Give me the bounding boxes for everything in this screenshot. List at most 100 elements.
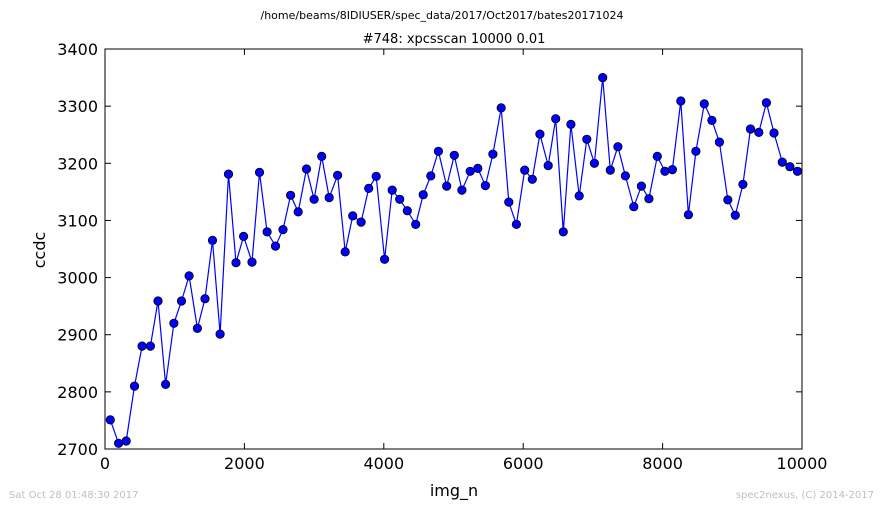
x-tick-label: 4000 — [363, 454, 404, 473]
data-point — [636, 181, 647, 191]
data-point — [465, 166, 475, 176]
timestamp-footer: Sat Oct 28 01:48:30 2017 — [9, 490, 139, 501]
plot-area-frame — [104, 48, 803, 450]
data-point — [613, 142, 623, 152]
data-point — [589, 158, 600, 168]
data-point — [520, 165, 530, 175]
data-point — [676, 96, 686, 106]
x-tick-label: 8000 — [642, 454, 683, 473]
data-point — [620, 171, 631, 181]
data-point — [527, 174, 537, 184]
data-point — [411, 219, 421, 229]
x-tick-label: 10000 — [777, 454, 828, 473]
data-point — [707, 115, 717, 126]
data-point — [426, 171, 436, 181]
credit-footer: spec2nexus, (C) 2014-2017 — [735, 490, 874, 501]
y-tick-label: 2900 — [57, 326, 98, 345]
x-tick-label: 0 — [100, 454, 110, 473]
data-point — [660, 166, 670, 176]
y-axis-label: ccdc — [30, 232, 49, 269]
data-point — [504, 197, 514, 207]
x-tick-label: 6000 — [503, 454, 544, 473]
data-point — [418, 190, 428, 200]
data-point — [332, 170, 343, 180]
data-point — [317, 151, 327, 161]
x-tick-label: 2000 — [224, 454, 265, 473]
y-tick-label: 3000 — [57, 269, 98, 288]
data-point — [395, 194, 405, 204]
data-point — [309, 194, 319, 204]
data-point — [691, 146, 701, 156]
data-point — [231, 258, 241, 268]
data-point — [371, 171, 381, 181]
data-point — [667, 165, 678, 175]
data-point — [387, 185, 397, 195]
data-point — [301, 164, 312, 174]
data-point — [551, 114, 561, 124]
y-tick-label: 2800 — [57, 383, 98, 402]
data-point — [714, 137, 725, 147]
data-point — [683, 210, 694, 220]
data-point — [169, 318, 179, 328]
data-point — [496, 103, 506, 113]
y-tick-label: 3100 — [57, 211, 98, 230]
chart-title: #748: xpcsscan 10000 0.01 — [363, 32, 546, 47]
data-point — [769, 128, 779, 138]
data-point — [348, 211, 358, 221]
data-point — [270, 241, 281, 251]
data-point — [262, 227, 272, 237]
data-point — [644, 194, 654, 204]
data-point — [364, 183, 374, 193]
data-point — [176, 296, 187, 306]
data-point — [153, 296, 163, 306]
data-point — [215, 329, 225, 339]
data-point — [723, 195, 733, 205]
data-point — [566, 119, 576, 130]
data-point — [145, 341, 155, 351]
data-point — [278, 225, 288, 235]
data-point — [488, 149, 498, 159]
data-point — [574, 191, 584, 201]
data-point — [730, 210, 740, 220]
data-point — [535, 129, 545, 139]
data-point — [192, 323, 202, 333]
x-axis-label: img_n — [430, 481, 478, 501]
data-point — [137, 341, 147, 351]
data-point — [558, 227, 568, 237]
data-point — [324, 193, 334, 203]
data-point — [652, 151, 662, 161]
data-point — [792, 166, 803, 176]
data-point — [114, 438, 124, 448]
data-point — [200, 294, 210, 304]
data-point — [745, 124, 756, 134]
data-point — [699, 99, 709, 109]
data-point — [473, 163, 483, 173]
data-point — [105, 415, 115, 425]
data-point — [449, 150, 459, 160]
data-point — [754, 127, 764, 137]
data-point — [223, 169, 234, 179]
data-point — [356, 217, 366, 227]
data-point — [402, 206, 412, 216]
y-tick-label: 3200 — [57, 154, 98, 173]
y-tick-label: 3300 — [57, 97, 98, 116]
figure-path-title: /home/beams/8IDIUSER/spec_data/2017/Oct2… — [260, 9, 624, 22]
data-point — [379, 254, 390, 264]
data-point — [457, 185, 467, 195]
data-point — [777, 157, 787, 167]
y-tick-label: 2700 — [57, 440, 98, 459]
data-point — [543, 161, 553, 171]
data-point — [254, 167, 265, 177]
data-point — [761, 98, 772, 108]
data-point — [785, 162, 795, 172]
data-point — [247, 257, 257, 267]
data-point — [239, 231, 249, 241]
data-point — [285, 190, 296, 200]
data-point — [442, 181, 452, 191]
data-point — [161, 379, 171, 389]
data-point — [738, 179, 748, 189]
data-point — [340, 247, 350, 257]
data-point — [207, 235, 218, 245]
data-point — [480, 181, 490, 191]
